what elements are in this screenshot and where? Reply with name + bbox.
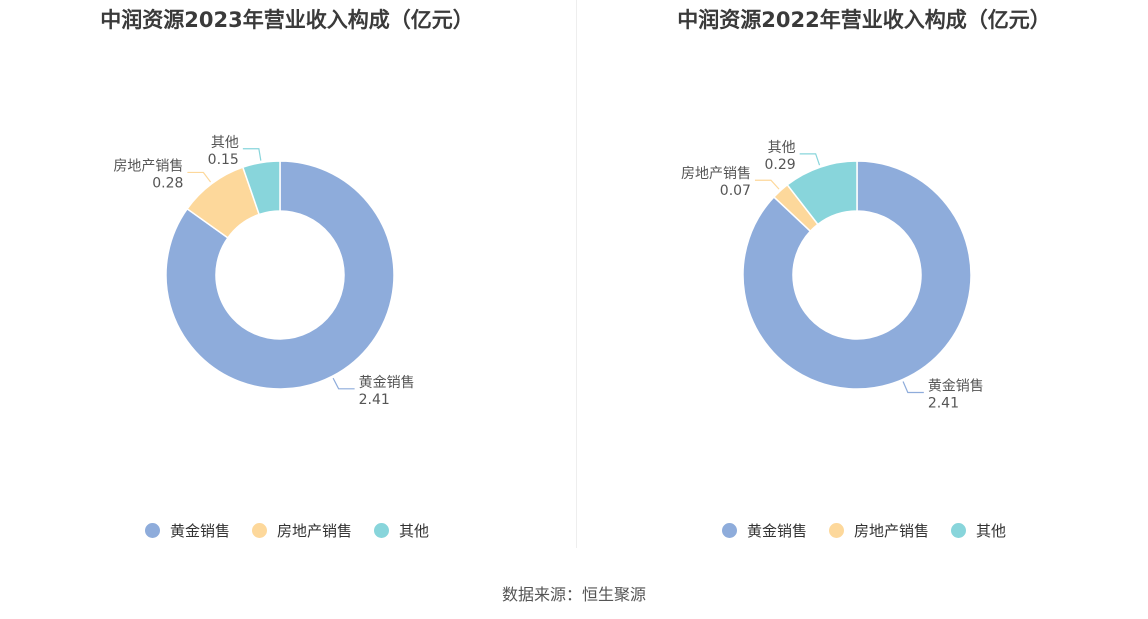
data-source: 数据来源：恒生聚源 <box>501 585 646 604</box>
legend-label: 房地产销售 <box>276 522 352 540</box>
legend-marker <box>374 523 389 538</box>
label-leader-line <box>332 377 355 390</box>
legend-item-other[interactable]: 其他 <box>951 520 1006 541</box>
legend-marker <box>144 523 160 538</box>
slice-category-label: 黄金销售 <box>359 374 415 391</box>
legend-marker <box>828 523 844 538</box>
slice-category-label: 房地产销售 <box>113 158 183 174</box>
legend-label: 黄金销售 <box>746 522 807 540</box>
legend-item-gold[interactable]: 黄金销售 <box>144 520 230 541</box>
slice-category-label: 黄金销售 <box>928 377 984 394</box>
label-leader-line <box>242 148 262 161</box>
slice-value-label: 2.41 <box>928 395 959 411</box>
label-leader-line <box>799 153 821 166</box>
legend-marker <box>721 523 737 538</box>
label-leader-line <box>754 179 780 190</box>
segment-gold[interactable] <box>165 160 395 390</box>
legend-item-real-estate[interactable]: 房地产销售 <box>251 520 352 541</box>
chart-title: 中润资源2022年营业收入构成（亿元） <box>677 8 1051 32</box>
slice-value-label: 0.07 <box>720 183 751 199</box>
legend-marker <box>951 523 966 538</box>
slice-value-label: 2.41 <box>359 392 390 408</box>
legend-label: 房地产销售 <box>853 522 929 540</box>
slice-value-label: 0.28 <box>152 175 183 191</box>
label-leader-line <box>902 381 924 394</box>
chart-panel-2022: 中润资源2022年营业收入构成（亿元） 黄金销售 2.41 房地产销售 0.07 其他 0… <box>577 0 1148 555</box>
slice-category-label: 其他 <box>211 135 239 151</box>
slice-category-label: 房地产销售 <box>681 166 751 182</box>
legend-item-other[interactable]: 其他 <box>374 520 429 541</box>
legend-item-gold[interactable]: 黄金销售 <box>721 520 807 541</box>
segment-other[interactable] <box>241 160 281 216</box>
chart-panel-2023: 中润资源2023年营业收入构成（亿元） 黄金销售 2.41 房地产销售 0.28 其他 0… <box>0 0 574 555</box>
panel-divider <box>576 0 577 548</box>
legend-label: 其他 <box>976 522 1007 540</box>
segment-gold[interactable] <box>742 160 972 390</box>
slice-category-label: 其他 <box>768 140 796 156</box>
slice-value-label: 0.29 <box>764 157 795 173</box>
legend: 黄金销售 房地产销售 其他 <box>0 520 574 541</box>
label-leader-line <box>187 171 212 183</box>
segment-other[interactable] <box>786 160 858 226</box>
legend-item-real-estate[interactable]: 房地产销售 <box>828 520 929 541</box>
slice-value-label: 0.15 <box>208 152 239 168</box>
legend-label: 其他 <box>399 522 430 540</box>
legend-marker <box>251 523 267 538</box>
legend-label: 黄金销售 <box>169 522 230 540</box>
legend: 黄金销售 房地产销售 其他 <box>577 520 1148 541</box>
chart-title: 中润资源2023年营业收入构成（亿元） <box>100 8 474 32</box>
